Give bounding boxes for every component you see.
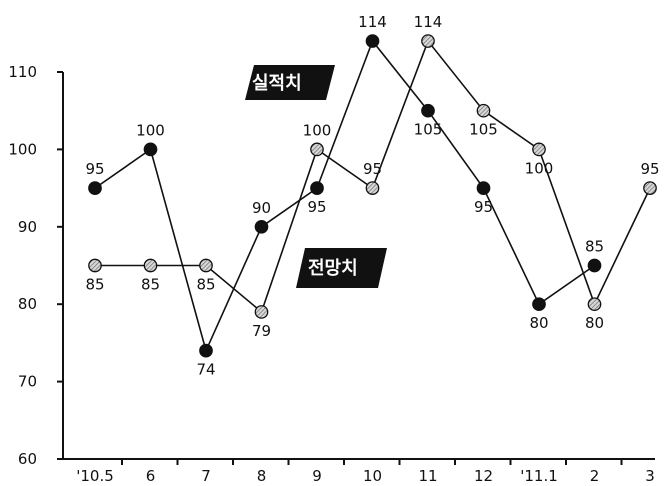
y-tick-label: 110 — [8, 63, 37, 81]
data-label: 85 — [85, 276, 104, 294]
x-tick-label: 11 — [418, 467, 437, 485]
y-tick-label: 80 — [18, 295, 37, 313]
data-point — [199, 258, 213, 273]
legend-actual-badge — [245, 65, 335, 100]
y-tick-label: 100 — [8, 140, 37, 158]
data-point — [254, 219, 269, 234]
x-axis-ticks: '10.5 6 7 8 9 10 11 12 '11.1 2 3 — [76, 459, 655, 485]
data-label: 80 — [529, 314, 548, 332]
legend-forecast-badge — [296, 248, 387, 288]
data-label: 95 — [640, 160, 659, 178]
x-tick-label: '10.5 — [76, 467, 114, 485]
data-label: 95 — [85, 160, 104, 178]
data-label: 85 — [196, 276, 215, 294]
data-point — [310, 181, 324, 195]
y-axis-ticks: 60 70 80 90 100 110 — [8, 63, 63, 468]
data-point — [143, 258, 158, 273]
data-label: 85 — [585, 238, 604, 256]
data-labels: 95 100 74 90 114 105 95 80 85 85 85 85 79 100 95 114 105… — [85, 13, 659, 379]
data-point — [365, 181, 380, 195]
x-tick-label: 7 — [201, 467, 211, 485]
data-label: 80 — [585, 314, 604, 332]
data-label: 85 — [141, 276, 160, 294]
data-point — [365, 34, 380, 48]
data-point — [643, 181, 657, 195]
data-point — [476, 103, 491, 118]
data-label: 100 — [303, 121, 332, 139]
series-forecast — [88, 34, 657, 319]
data-point — [587, 297, 602, 312]
y-tick-label: 70 — [18, 373, 37, 391]
data-label: 95 — [363, 160, 382, 178]
data-point — [88, 258, 102, 273]
legend-forecast-label: 전망치 — [308, 258, 358, 279]
data-point — [532, 297, 546, 312]
data-label: 95 — [474, 198, 493, 216]
series-layer — [88, 34, 657, 358]
data-label: 90 — [252, 199, 271, 217]
data-point — [143, 142, 158, 157]
series-actual — [88, 34, 602, 358]
data-point — [587, 258, 602, 273]
data-label: 74 — [196, 361, 215, 379]
data-point — [421, 103, 435, 118]
data-point — [476, 181, 491, 195]
axes — [62, 72, 655, 460]
x-tick-label: 3 — [645, 467, 655, 485]
data-label: 114 — [358, 13, 387, 31]
y-tick-label: 60 — [18, 450, 37, 468]
data-label: 79 — [252, 322, 271, 340]
x-tick-label: 12 — [474, 467, 493, 485]
x-tick-label: 6 — [146, 467, 156, 485]
data-label: 95 — [307, 198, 326, 216]
data-point — [532, 142, 546, 157]
series-line — [94, 39, 595, 353]
legend-forecast: 전망치 — [296, 248, 387, 288]
x-tick-label: 8 — [257, 467, 267, 485]
x-tick-label: 9 — [312, 467, 322, 485]
data-label: 105 — [414, 121, 443, 139]
data-point — [88, 181, 102, 195]
data-point — [421, 34, 435, 48]
legend-actual: 실적치 — [245, 65, 335, 100]
y-tick-label: 90 — [18, 218, 37, 236]
data-label: 100 — [136, 121, 165, 139]
data-label: 105 — [469, 121, 498, 139]
x-tick-label: 10 — [363, 467, 382, 485]
x-tick-label: '11.1 — [520, 467, 558, 485]
data-label: 114 — [414, 13, 443, 31]
legend-actual-label: 실적치 — [252, 73, 302, 94]
data-point — [310, 142, 324, 157]
data-point — [254, 305, 269, 319]
data-label: 100 — [525, 159, 554, 177]
data-point — [199, 343, 213, 358]
x-tick-label: 2 — [590, 467, 600, 485]
